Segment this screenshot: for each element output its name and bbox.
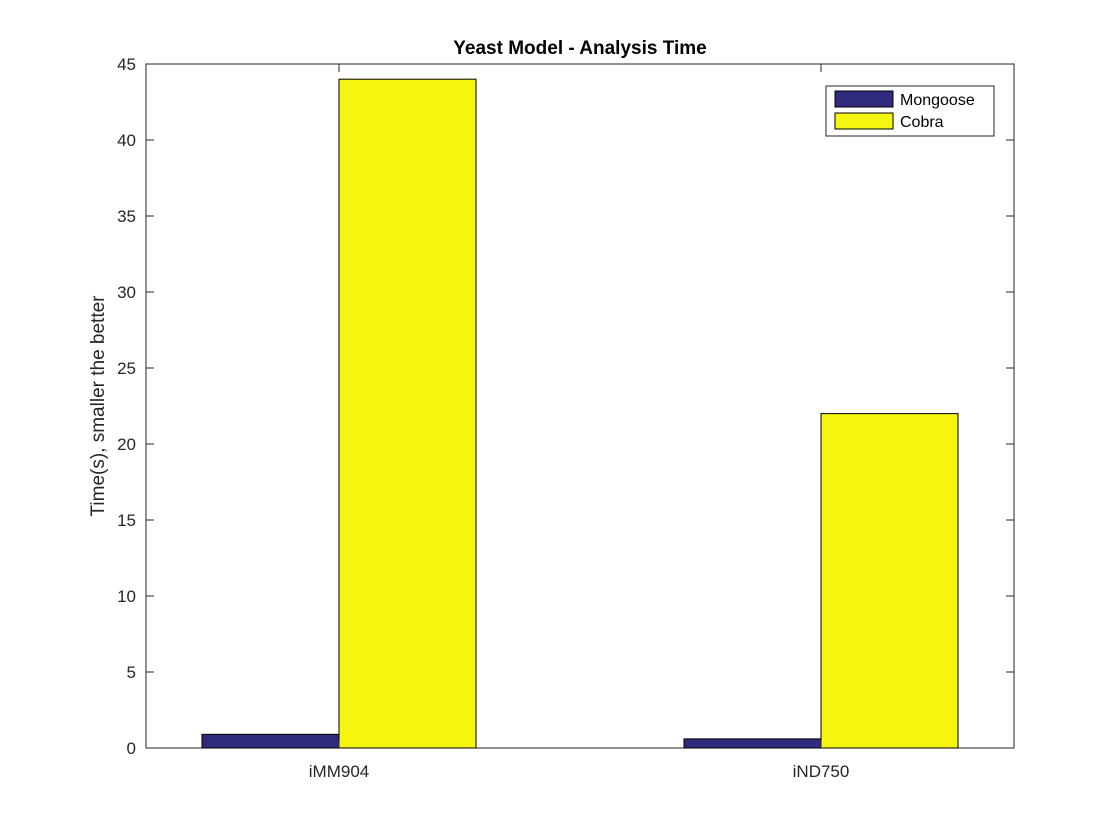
plot-area: 0 5 10 15 20 25 30 35 40 45 iMM904 iND750: [117, 55, 1015, 781]
y-tick-label: 5: [127, 663, 136, 682]
y-tick-label: 30: [117, 283, 136, 302]
y-axis-label: Time(s), smaller the better: [88, 295, 109, 517]
y-tick-label: 25: [117, 359, 136, 378]
x-tick-label: iMM904: [309, 762, 369, 781]
chart-title: Yeast Model - Analysis Time: [453, 38, 706, 59]
legend: Mongoose Cobra: [825, 85, 995, 137]
legend-swatch-mongoose: [834, 90, 894, 108]
y-tick-label: 10: [117, 587, 136, 606]
legend-swatch-cobra: [834, 112, 894, 130]
bar-mongoose-ind750: [683, 738, 822, 749]
legend-label-cobra: Cobra: [900, 114, 944, 131]
y-tick-label: 20: [117, 435, 136, 454]
y-tick-label: 35: [117, 207, 136, 226]
y-tick-label: 0: [127, 739, 136, 758]
bar-cobra-ind750: [820, 413, 959, 749]
legend-label-mongoose: Mongoose: [900, 92, 975, 109]
bar-mongoose-imm904: [201, 733, 340, 749]
y-tick-label: 45: [117, 55, 136, 74]
x-tick-label: iND750: [793, 762, 850, 781]
bar-cobra-imm904: [338, 78, 477, 749]
y-tick-label: 15: [117, 511, 136, 530]
y-tick-label: 40: [117, 131, 136, 150]
